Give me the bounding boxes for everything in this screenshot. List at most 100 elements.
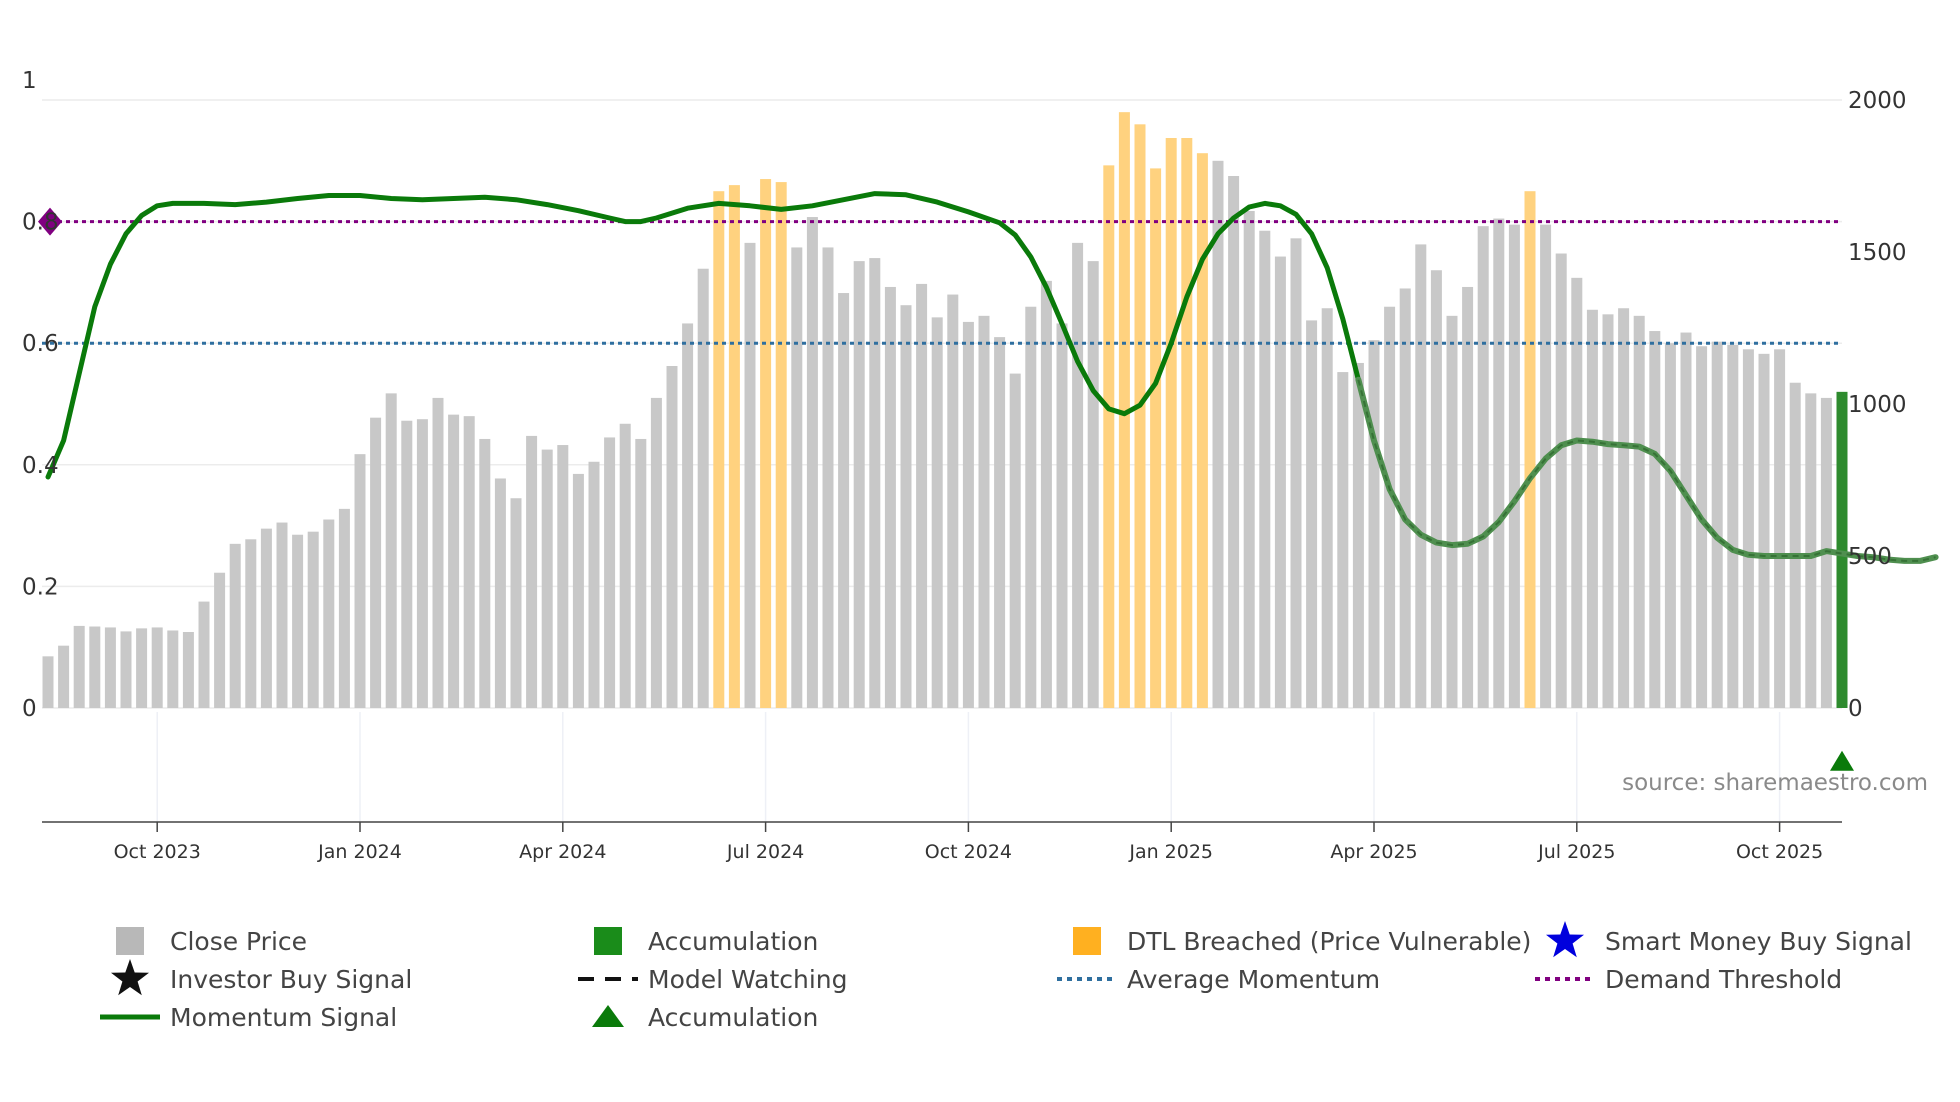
close-price-bar	[1072, 242, 1084, 708]
close-price-bar	[58, 645, 70, 708]
momentum-signal-line	[45, 191, 1361, 480]
x-axis-ticks: Oct 2023 Jan 2024 Apr 2024 Jul 2024 Oct 2024…	[114, 822, 1823, 863]
close-price-bar	[1415, 244, 1427, 708]
legend-item: Demand Threshold	[1535, 965, 1842, 994]
close-price-bar	[182, 632, 194, 708]
close-price-bar	[370, 417, 382, 708]
close-price-bar	[791, 247, 803, 708]
close-price-bar	[916, 283, 928, 708]
dtl-breached-bar	[775, 182, 787, 708]
legend-item: Accumulation	[594, 927, 818, 956]
x-tick-label: Jul 2025	[1537, 841, 1615, 863]
x-tick-label: Oct 2024	[925, 841, 1012, 863]
close-price-bar	[42, 656, 54, 708]
close-price-bar	[1789, 382, 1801, 708]
close-price-bar	[1696, 346, 1708, 708]
close-price-bar	[448, 414, 460, 708]
close-price-bar	[1586, 309, 1598, 708]
close-price-bar	[1680, 332, 1692, 708]
close-price-bars	[42, 112, 1848, 709]
close-price-bar	[1555, 253, 1567, 708]
close-price-bar	[838, 293, 850, 708]
star-icon	[1546, 921, 1584, 958]
close-price-bar	[1259, 230, 1271, 708]
close-price-bar	[1540, 224, 1552, 708]
close-price-bar	[1805, 393, 1817, 708]
legend-swatch	[594, 927, 622, 955]
close-price-bar	[588, 461, 600, 708]
legend-item: Smart Money Buy Signal	[1546, 921, 1912, 958]
close-price-bar	[744, 242, 756, 708]
right-tick-label: 500	[1848, 544, 1892, 570]
close-price-bar	[557, 445, 569, 708]
legend-item: Model Watching	[578, 965, 848, 994]
close-price-bar	[962, 321, 974, 708]
close-price-bar	[1368, 340, 1380, 708]
close-price-bar	[463, 416, 475, 708]
dtl-breached-bar	[728, 185, 740, 708]
close-price-bar	[541, 449, 553, 708]
dtl-breached-bar	[1118, 112, 1130, 708]
close-price-bar	[1056, 323, 1068, 708]
legend-label: DTL Breached (Price Vulnerable)	[1127, 927, 1531, 956]
x-tick-label: Jan 2024	[317, 841, 402, 863]
legend-item: Close Price	[116, 927, 307, 956]
close-price-bar	[1399, 288, 1411, 708]
close-price-bar	[120, 631, 132, 708]
close-price-bar	[510, 498, 522, 708]
close-price-bar	[354, 454, 366, 708]
legend-item: Investor Buy Signal	[111, 959, 412, 996]
close-price-bar	[806, 217, 818, 709]
close-price-bar	[853, 261, 865, 708]
legend-label: Smart Money Buy Signal	[1605, 927, 1912, 956]
close-price-bar	[1649, 331, 1661, 708]
right-tick-label: 1000	[1848, 392, 1907, 418]
close-price-bar	[822, 247, 834, 708]
close-price-bar	[1009, 373, 1021, 708]
close-price-bar	[1352, 362, 1364, 708]
legend-swatch	[1073, 927, 1101, 955]
demand-threshold-marker	[38, 207, 62, 236]
close-price-bar	[697, 268, 709, 708]
close-price-bar	[931, 317, 943, 708]
x-tick-label: Jul 2024	[726, 841, 804, 863]
legend: Close Price Accumulation DTL Breached (Pri…	[100, 921, 1912, 1032]
close-price-bar	[1711, 341, 1723, 708]
x-tick-label: Apr 2024	[519, 841, 606, 863]
close-price-bar	[1337, 372, 1349, 708]
close-price-bar	[323, 519, 335, 708]
close-price-bar	[198, 601, 210, 708]
close-price-bar	[635, 438, 647, 708]
close-price-bar	[1602, 314, 1614, 708]
left-tick-label: 1	[22, 68, 37, 94]
dtl-breached-bar	[1181, 138, 1193, 708]
close-price-bar	[1212, 160, 1224, 709]
dtl-breached-bar	[1134, 124, 1146, 708]
dtl-breached-bar	[713, 191, 725, 708]
close-price-bar	[338, 508, 350, 708]
close-price-bar	[214, 572, 226, 708]
dtl-breached-bar	[1196, 153, 1208, 708]
close-price-bar	[89, 626, 101, 708]
close-price-bar	[1774, 349, 1786, 708]
close-price-bar	[572, 473, 584, 708]
close-price-bar	[229, 543, 241, 708]
close-price-bar	[1228, 176, 1240, 708]
legend-label: Accumulation	[648, 1003, 818, 1032]
close-price-bar	[526, 435, 538, 708]
close-price-bar	[73, 625, 85, 708]
legend-item: Average Momentum	[1057, 965, 1380, 994]
star-icon	[111, 959, 149, 996]
right-tick-label: 2000	[1848, 88, 1907, 114]
legend-label: Momentum Signal	[170, 1003, 397, 1032]
x-tick-label: Oct 2025	[1736, 841, 1823, 863]
close-price-bar	[245, 539, 257, 708]
legend-label: Demand Threshold	[1605, 965, 1842, 994]
close-price-bar	[307, 531, 319, 708]
close-price-bar	[151, 627, 163, 708]
dtl-breached-bar	[1150, 168, 1162, 708]
close-price-bar	[978, 315, 990, 708]
right-tick-label: 0	[1848, 696, 1863, 722]
left-tick-label: 0.4	[22, 453, 59, 479]
